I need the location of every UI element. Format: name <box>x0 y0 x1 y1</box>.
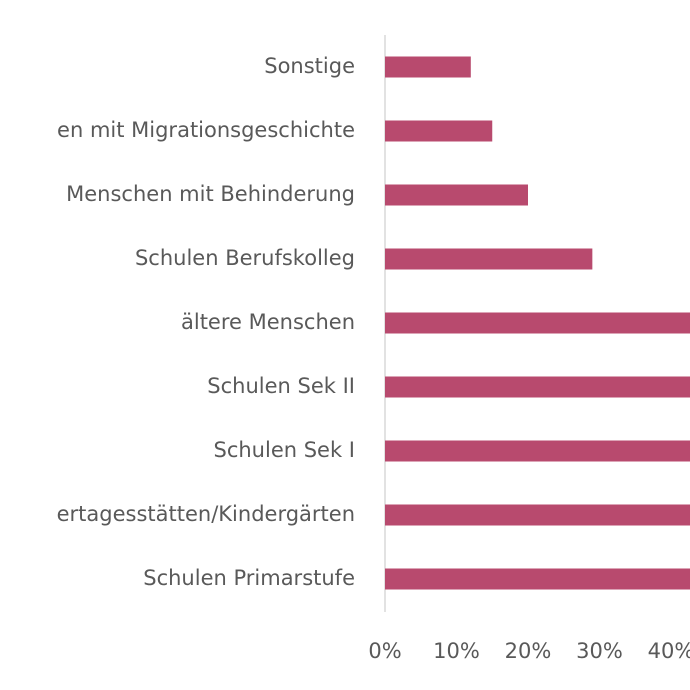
y-tick-label: en mit Migrationsgeschichte <box>57 118 355 142</box>
bar <box>385 312 690 334</box>
y-tick-label: Schulen Berufskolleg <box>135 246 355 270</box>
y-tick-label: Sonstige <box>264 54 355 78</box>
x-tick-label: 20% <box>505 639 552 663</box>
x-tick-label: 40% <box>648 639 690 663</box>
y-tick-label: Schulen Sek II <box>207 374 355 398</box>
bar <box>385 376 690 398</box>
bar <box>385 440 690 462</box>
y-tick-label: Menschen mit Behinderung <box>66 182 355 206</box>
y-tick-label: ältere Menschen <box>181 310 355 334</box>
bar <box>385 248 593 270</box>
bar <box>385 120 493 142</box>
x-tick-label: 30% <box>576 639 623 663</box>
y-tick-label: Schulen Sek I <box>213 438 355 462</box>
x-tick-label: 0% <box>368 639 401 663</box>
bar <box>385 568 690 590</box>
bar <box>385 184 528 206</box>
y-tick-label: Schulen Primarstufe <box>143 566 355 590</box>
x-tick-label: 10% <box>433 639 480 663</box>
bar <box>385 504 690 526</box>
y-tick-label: ertagesstätten/Kindergärten <box>57 502 355 526</box>
bar <box>385 56 471 78</box>
